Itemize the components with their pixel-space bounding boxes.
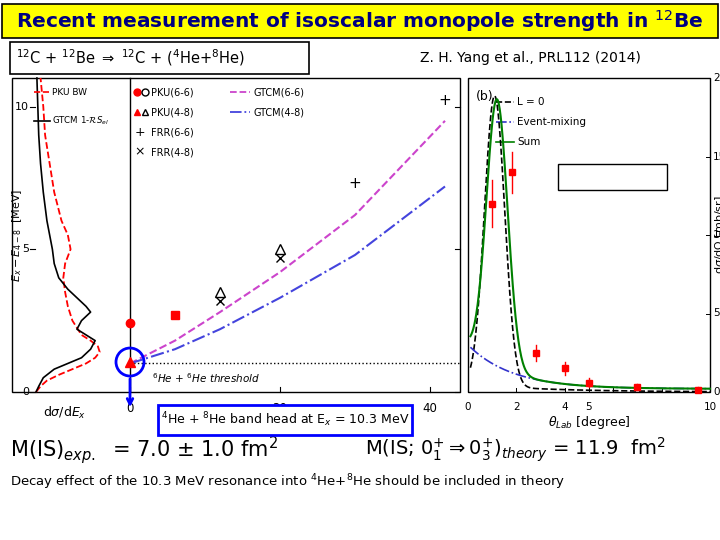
Text: 10: 10 — [15, 102, 29, 112]
Text: 0: 0 — [126, 402, 134, 415]
Text: d$\sigma$/d$E_x$: d$\sigma$/d$E_x$ — [43, 405, 86, 421]
Text: (b): (b) — [476, 90, 494, 103]
Text: 10: 10 — [713, 230, 720, 240]
Text: PKU(6-6): PKU(6-6) — [151, 87, 194, 97]
Text: $^{6}$He + $^{6}$He threshold: $^{6}$He + $^{6}$He threshold — [153, 372, 261, 385]
Text: 20: 20 — [713, 73, 720, 83]
Text: 40: 40 — [423, 402, 438, 415]
Text: 5: 5 — [713, 308, 719, 319]
Text: 20: 20 — [273, 402, 287, 415]
Text: +: + — [438, 93, 451, 109]
Text: ×: × — [135, 146, 145, 159]
Text: Sum: Sum — [517, 137, 541, 147]
Bar — [468, 78, 710, 392]
Text: Event-mixing: Event-mixing — [517, 117, 586, 127]
Text: 0: 0 — [464, 402, 472, 412]
FancyBboxPatch shape — [10, 42, 309, 74]
Text: $^{12}$C + $^{12}$Be $\Rightarrow$ $^{12}$C + ($^{4}$He+$^{8}$He): $^{12}$C + $^{12}$Be $\Rightarrow$ $^{12… — [16, 48, 246, 69]
Text: L = 0: L = 0 — [517, 97, 544, 106]
Text: $E_x$ = 10.3 MeV: $E_x$ = 10.3 MeV — [571, 170, 653, 184]
Text: $E_x - E_{4-8}$  [MeV]: $E_x - E_{4-8}$ [MeV] — [10, 188, 24, 282]
Bar — [2, 4, 718, 38]
FancyBboxPatch shape — [558, 164, 667, 190]
Text: 2: 2 — [513, 402, 520, 412]
Text: +: + — [348, 176, 361, 191]
Text: $J(J+1)$: $J(J+1)$ — [271, 414, 319, 432]
Text: M(IS)$_{exp.}$  = 7.0 ± 1.0 fm$^{2}$: M(IS)$_{exp.}$ = 7.0 ± 1.0 fm$^{2}$ — [10, 434, 278, 466]
Text: GTCM $1$-$\mathcal{R}S_{el}$: GTCM $1$-$\mathcal{R}S_{el}$ — [52, 114, 109, 127]
Text: Decay effect of the 10.3 MeV resonance into $^{4}$He+$^{8}$He should be included: Decay effect of the 10.3 MeV resonance i… — [10, 472, 565, 492]
Text: 4: 4 — [562, 402, 568, 412]
Text: d$\sigma$/d$\Omega$ [mb/sr]: d$\sigma$/d$\Omega$ [mb/sr] — [713, 195, 720, 274]
Text: 15: 15 — [713, 152, 720, 161]
Text: 5: 5 — [22, 244, 29, 254]
Text: Recent measurement of isoscalar monopole strength in $^{12}$Be: Recent measurement of isoscalar monopole… — [17, 8, 703, 34]
Text: FRR(4-8): FRR(4-8) — [151, 147, 194, 157]
Text: 5: 5 — [585, 402, 593, 412]
Text: Z. H. Yang et al., PRL112 (2014): Z. H. Yang et al., PRL112 (2014) — [420, 51, 641, 65]
Text: $^{4}$He + $^{8}$He band head at E$_x$ = 10.3 MeV: $^{4}$He + $^{8}$He band head at E$_x$ =… — [161, 410, 409, 429]
Bar — [12, 78, 460, 392]
Text: 0: 0 — [713, 387, 719, 397]
Text: +: + — [135, 126, 145, 139]
Text: $\theta_{Lab}$ [degree]: $\theta_{Lab}$ [degree] — [548, 414, 630, 431]
Text: PKU(4-8): PKU(4-8) — [151, 107, 194, 117]
Text: 0: 0 — [22, 387, 29, 397]
FancyBboxPatch shape — [158, 405, 412, 435]
Text: GTCM(6-6): GTCM(6-6) — [253, 87, 304, 97]
Text: GTCM(4-8): GTCM(4-8) — [253, 107, 304, 117]
Text: FRR(6-6): FRR(6-6) — [151, 127, 194, 137]
Text: PKU BW: PKU BW — [52, 88, 87, 97]
Text: 10: 10 — [703, 402, 716, 412]
Text: M(IS; 0$_{1}^{+}\Rightarrow$0$_{3}^{+}$)$_{theory}$ = 11.9  fm$^{2}$: M(IS; 0$_{1}^{+}\Rightarrow$0$_{3}^{+}$)… — [365, 436, 666, 464]
